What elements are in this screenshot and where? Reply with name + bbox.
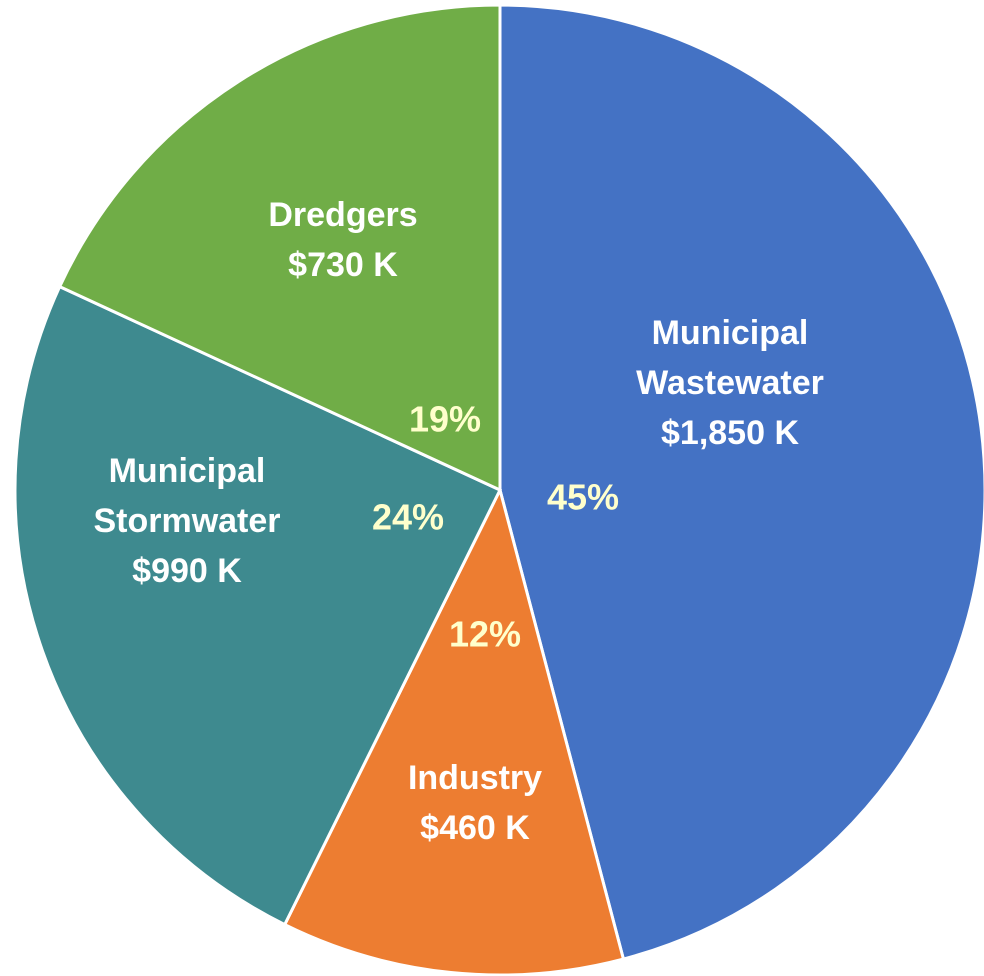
category-line: Industry xyxy=(408,759,542,797)
category-line: Municipal xyxy=(109,452,266,490)
pie-slice xyxy=(57,3,502,493)
pie-slice xyxy=(13,284,503,927)
percent-label: 45% xyxy=(547,477,619,518)
value-label: $990 K xyxy=(132,552,242,590)
category-label: Municipal Wastewater xyxy=(636,314,824,402)
category-label: Dredgers xyxy=(268,196,417,234)
value-label: $1,850 K xyxy=(661,414,799,452)
percent-label: 19% xyxy=(409,399,481,440)
percent-label: 24% xyxy=(372,497,444,538)
percent-label: 12% xyxy=(449,614,521,655)
category-label: Industry xyxy=(408,759,542,797)
value-label: $460 K xyxy=(420,809,530,847)
slice-label: Dredgers $730 K 19% xyxy=(268,196,481,440)
slice-label: Municipal Wastewater $1,850 K 45% xyxy=(547,314,824,518)
category-line: Municipal xyxy=(652,314,809,352)
pie-slice xyxy=(498,3,984,961)
slice-label: Industry $460 K 12% xyxy=(408,614,542,847)
category-label: Municipal Stormwater xyxy=(93,452,280,540)
pie-slice xyxy=(282,485,626,976)
category-line: Dredgers xyxy=(268,196,417,234)
category-line: Wastewater xyxy=(636,364,824,402)
category-line: Stormwater xyxy=(93,502,280,540)
slice-label: Municipal Stormwater $990 K 24% xyxy=(93,452,444,590)
value-label: $730 K xyxy=(288,246,398,284)
